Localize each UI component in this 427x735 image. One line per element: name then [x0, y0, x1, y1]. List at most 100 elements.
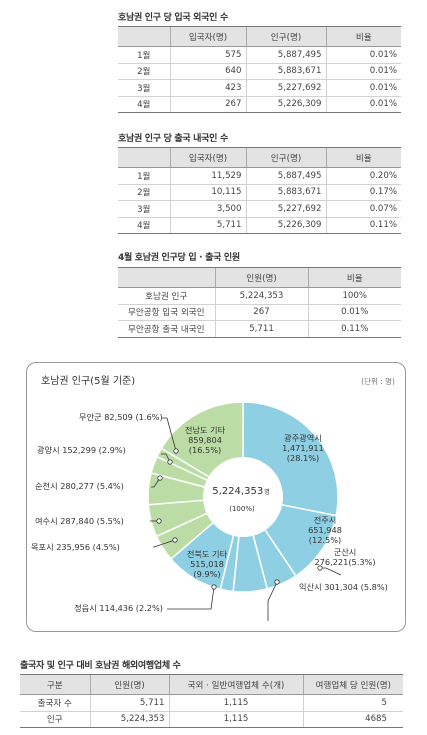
- header-ratio: 비율: [325, 147, 401, 168]
- center-unit: 명: [264, 488, 270, 496]
- leader-line: [162, 417, 177, 452]
- month-cell: 1월: [118, 46, 170, 64]
- population-cell: 5,226,309: [245, 96, 326, 113]
- slice-label-name: 광주광역시: [284, 433, 322, 443]
- entrants-cell: 3,500: [169, 200, 246, 218]
- slice-label-percent: (12.5%): [309, 535, 341, 545]
- table-header-row: 인원(명) 비율: [118, 267, 401, 288]
- persons-cell: 5,224,353: [89, 711, 169, 728]
- ratio-cell: 0.20%: [325, 167, 401, 185]
- header-persons: 인원(명): [89, 674, 169, 695]
- table-row: 2월 10,115 5,883,671 0.17%: [118, 184, 401, 201]
- header-blank: [118, 26, 170, 47]
- leader-dot: [157, 475, 163, 481]
- slice-label-name: 전주시: [314, 515, 337, 525]
- table-row: 1월 11,529 5,887,495 0.20%: [118, 167, 401, 185]
- ratio-cell: 100%: [307, 287, 401, 305]
- table-row: 1월 575 5,887,495 0.01%: [118, 46, 401, 64]
- table1-title: 호남권 인구 당 입국 외국인 수: [118, 13, 228, 23]
- leader-dot: [274, 579, 280, 585]
- persons-cell: 5,224,353: [214, 287, 308, 305]
- header-ratio: 비율: [307, 267, 401, 288]
- table3-title: 4월 호남권 인구당 입 · 출국 인원: [118, 253, 240, 263]
- ratio-cell: 0.01%: [325, 96, 401, 113]
- leader-dot: [173, 448, 179, 454]
- slice-label-value: 1,471,911: [282, 443, 324, 453]
- slice-label-text: 순천시 280,277 (5.4%): [35, 481, 124, 491]
- agencies-cell: 1,115: [168, 711, 303, 728]
- pie-chart-svg: 호남권 인구(5월 기준) (단위 : 명) 광주광역시1,471,911(28…: [31, 375, 395, 621]
- ratio-cell: 0.07%: [325, 200, 401, 218]
- ratio-cell: 0.11%: [325, 217, 401, 234]
- ratio-cell: 0.01%: [307, 304, 401, 321]
- header-persons: 인원(명): [214, 267, 308, 288]
- month-cell: 1월: [118, 167, 170, 185]
- table-row: 인구 5,224,353 1,115 4685: [20, 711, 403, 728]
- persons-cell: 5,711: [214, 320, 308, 338]
- header-population: 인구(명): [245, 26, 326, 47]
- category-cell: 출국자 수: [20, 694, 90, 712]
- chart-title: 호남권 인구(5월 기준): [41, 375, 135, 387]
- entrants-cell: 423: [169, 79, 246, 97]
- month-cell: 2월: [118, 63, 170, 80]
- table-header-row: 구분 인원(명) 국외 · 일반여행업체 수(개) 여행업체 당 인원(명): [20, 674, 403, 695]
- slice-label-name: 군산시: [334, 547, 357, 557]
- table-row: 무안공항 입국 외국인 267 0.01%: [118, 304, 401, 321]
- leader-line: [267, 581, 278, 621]
- slice-label-percent: (9.9%): [193, 569, 220, 579]
- slice-label-percent: (28.1%): [287, 453, 319, 463]
- entrants-cell: 640: [169, 63, 246, 80]
- month-cell: 2월: [118, 184, 170, 201]
- table-row: 무안공항 출국 내국인 5,711 0.11%: [118, 320, 401, 338]
- slice-label-text: 목포시 235,956 (4.5%): [31, 542, 120, 552]
- donut-hole: [203, 457, 283, 537]
- slice-label-value: 859,804: [188, 435, 222, 445]
- slice-label-text: 여수시 287,840 (5.5%): [35, 516, 124, 526]
- month-cell: 4월: [118, 96, 170, 113]
- ratio-cell: 0.17%: [325, 184, 401, 201]
- table-row: 2월 640 5,883,671 0.01%: [118, 63, 401, 80]
- leader-line: [161, 453, 171, 463]
- header-entrants: 입국자(명): [169, 147, 246, 168]
- persons-cell: 5,711: [89, 694, 169, 712]
- slice-label-text: 광양시 152,299 (2.9%): [37, 445, 126, 455]
- table-row: 출국자 수 5,711 1,115 5: [20, 694, 403, 712]
- header-blank: [118, 147, 170, 168]
- table-row: 4월 267 5,226,309 0.01%: [118, 96, 401, 113]
- table-header-row: 입국자(명) 인구(명) 비율: [118, 147, 401, 168]
- category-cell: 무안공항 출국 내국인: [118, 320, 215, 338]
- category-cell: 인구: [20, 711, 90, 728]
- category-cell: 무안공항 입국 외국인: [118, 304, 215, 321]
- entrants-cell: 5,711: [169, 217, 246, 234]
- ratio-cell: 0.11%: [307, 320, 401, 338]
- population-cell: 5,883,671: [245, 63, 326, 80]
- april-travel-table: 인원(명) 비율 호남권 인구 5,224,353 100% 무안공항 입국 외국인…: [118, 267, 401, 338]
- slice-label-name: 전남도 기타: [185, 425, 226, 435]
- table-header-row: 입국자(명) 인구(명) 비율: [118, 26, 401, 47]
- unit-note: (단위 : 명): [361, 376, 395, 386]
- ratio-cell: 0.01%: [325, 79, 401, 97]
- table-row: 4월 5,711 5,226,309 0.11%: [118, 217, 401, 234]
- leader-dot: [167, 459, 173, 465]
- month-cell: 3월: [118, 200, 170, 218]
- ratio-cell: 0.01%: [325, 46, 401, 64]
- center-percent: (100%): [229, 505, 255, 513]
- leader-dot: [317, 565, 323, 571]
- agencies-cell: 1,115: [168, 694, 303, 712]
- table-row: 호남권 인구 5,224,353 100%: [118, 287, 401, 305]
- leader-line: [167, 586, 215, 610]
- slice-label-percent: (16.5%): [189, 445, 221, 455]
- leader-dot: [211, 584, 217, 590]
- entrants-cell: 11,529: [169, 167, 246, 185]
- population-cell: 5,227,692: [245, 79, 326, 97]
- slice-label-value: 515,018: [190, 559, 224, 569]
- center-value: 5,224,353: [212, 486, 263, 497]
- slice-label-text: 익산시 301,304 (5.8%): [299, 582, 388, 592]
- per-agency-cell: 4685: [302, 711, 403, 728]
- month-cell: 4월: [118, 217, 170, 234]
- population-cell: 5,883,671: [245, 184, 326, 201]
- table2-title: 호남권 인구 당 출국 내국인 수: [118, 134, 228, 144]
- entrants-cell: 267: [169, 96, 246, 113]
- leader-dot: [156, 518, 162, 524]
